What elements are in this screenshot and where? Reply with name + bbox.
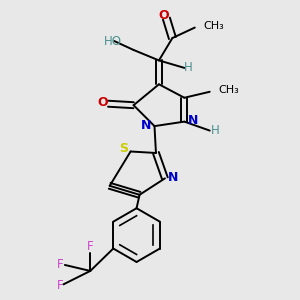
Text: O: O [98,96,108,109]
Text: S: S [119,142,128,155]
Text: H: H [184,61,192,74]
Text: N: N [141,119,151,132]
Text: H: H [211,124,220,137]
Text: CH₃: CH₃ [204,21,224,31]
Text: N: N [168,171,178,184]
Text: N: N [188,114,198,127]
Text: CH₃: CH₃ [219,85,239,95]
Text: O: O [159,9,169,22]
Text: HO: HO [104,35,122,48]
Text: F: F [87,240,94,253]
Text: F: F [57,279,64,292]
Text: F: F [57,258,64,271]
